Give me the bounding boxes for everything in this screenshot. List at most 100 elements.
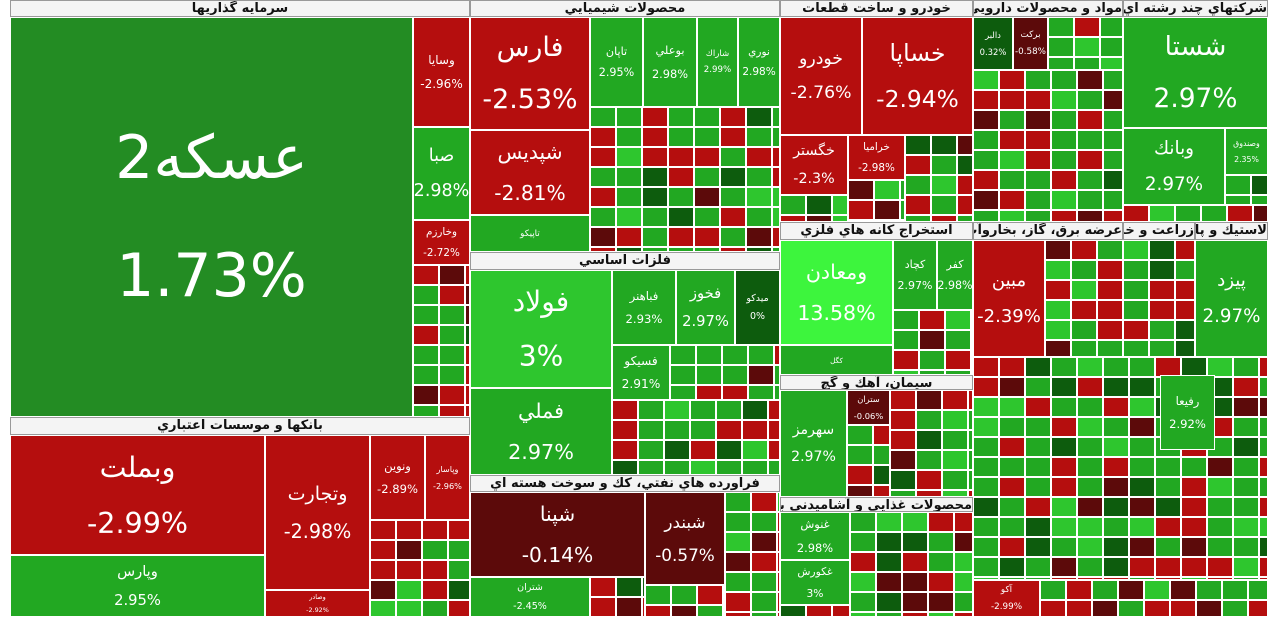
filler-cell bbox=[999, 190, 1025, 210]
filler-cell bbox=[973, 70, 999, 90]
filler-cell bbox=[668, 127, 694, 147]
filler-cell bbox=[694, 207, 720, 227]
filler-cell bbox=[725, 572, 751, 592]
stock-cell: مبين -2.39% bbox=[973, 240, 1045, 357]
filler-cell bbox=[1259, 477, 1268, 497]
filler-cell bbox=[999, 417, 1025, 437]
filler-cell bbox=[1103, 537, 1129, 557]
filler-cell bbox=[1118, 580, 1144, 600]
filler-cell bbox=[847, 485, 873, 497]
filler-cell bbox=[1103, 70, 1123, 90]
stock-change: 2.97% bbox=[682, 313, 729, 331]
filler-cell bbox=[612, 420, 638, 440]
stock-change: -0.58% bbox=[1015, 47, 1046, 57]
filler-cell bbox=[694, 167, 720, 187]
sector-title: سيمان، آهك و گچ bbox=[780, 375, 973, 390]
filler-cell bbox=[848, 200, 874, 220]
filler-cell bbox=[1227, 205, 1253, 222]
filler-cell bbox=[1100, 57, 1123, 70]
sector-title: لاستيك و پلاستيك bbox=[1195, 222, 1268, 240]
filler-cell bbox=[777, 512, 780, 532]
filler-cell bbox=[1048, 57, 1074, 70]
filler-cell bbox=[1077, 90, 1103, 110]
filler-cell bbox=[945, 350, 971, 370]
filler-cell bbox=[1051, 577, 1077, 580]
filler-cell bbox=[973, 210, 999, 222]
filler-cell bbox=[370, 560, 396, 580]
filler-cell bbox=[973, 150, 999, 170]
filler-cell bbox=[1233, 577, 1259, 580]
filler-cell bbox=[1077, 537, 1103, 557]
filler-cell bbox=[720, 127, 746, 147]
filler-cell bbox=[370, 540, 396, 560]
stock-name: ميدكو bbox=[746, 292, 769, 304]
filler-cell bbox=[1129, 437, 1155, 457]
stock-cell: دالبر 0.32% bbox=[973, 17, 1013, 70]
filler-cell bbox=[1149, 300, 1175, 320]
filler-cell bbox=[893, 350, 919, 370]
filler-cell bbox=[465, 345, 470, 365]
filler-cell bbox=[905, 135, 931, 155]
filler-cell bbox=[396, 600, 422, 617]
stock-name: وتجارت bbox=[287, 481, 348, 505]
filler-cell bbox=[1149, 260, 1175, 280]
filler-cell bbox=[413, 345, 439, 365]
stock-name: فسيكو bbox=[624, 353, 658, 368]
filler-cell bbox=[642, 227, 668, 247]
stock-cell: فولاد 3% bbox=[470, 270, 612, 388]
filler-cell bbox=[746, 247, 772, 252]
filler-cell bbox=[751, 492, 777, 512]
filler-cell bbox=[1051, 397, 1077, 417]
filler-cell bbox=[1025, 537, 1051, 557]
filler-cell bbox=[1259, 377, 1268, 397]
filler-cell bbox=[725, 532, 751, 552]
filler-cell bbox=[973, 417, 999, 437]
stock-name: ونوين bbox=[384, 458, 411, 473]
filler-cell bbox=[465, 305, 470, 325]
filler-cell bbox=[772, 187, 780, 207]
filler-cell bbox=[1175, 240, 1195, 260]
filler-cell bbox=[1175, 205, 1201, 222]
filler-cell bbox=[876, 592, 902, 612]
filler-cell bbox=[664, 460, 690, 475]
stock-change: -2.96% bbox=[433, 480, 462, 491]
filler-cell bbox=[973, 357, 999, 377]
filler-cell bbox=[832, 195, 848, 215]
filler-cell bbox=[957, 175, 973, 195]
filler-cell bbox=[590, 247, 616, 252]
filler-cell bbox=[616, 247, 642, 252]
filler-cell bbox=[874, 200, 900, 220]
stock-cell: شتران -2.45% bbox=[470, 577, 590, 617]
filler-cell bbox=[1103, 397, 1129, 417]
filler-cell bbox=[1144, 580, 1170, 600]
filler-cell bbox=[999, 170, 1025, 190]
filler-cell bbox=[1100, 37, 1123, 57]
filler-cell bbox=[696, 345, 722, 365]
filler-cell bbox=[1251, 175, 1268, 195]
filler-cell bbox=[722, 365, 748, 385]
filler-cell bbox=[671, 605, 697, 617]
filler-cell bbox=[890, 430, 916, 450]
filler-cell bbox=[1248, 580, 1268, 600]
filler-cell bbox=[1077, 477, 1103, 497]
filler-cell bbox=[1175, 300, 1195, 320]
filler-cell bbox=[748, 345, 774, 365]
filler-cell bbox=[720, 167, 746, 187]
filler-cell bbox=[1149, 320, 1175, 340]
filler-cell bbox=[931, 215, 957, 222]
stock-name: وپاسار bbox=[436, 464, 459, 475]
filler-cell bbox=[422, 520, 448, 540]
filler-cell bbox=[1103, 577, 1129, 580]
filler-cell bbox=[690, 440, 716, 460]
stock-name: شاراك bbox=[705, 48, 730, 59]
filler-cell bbox=[1025, 517, 1051, 537]
filler-cell bbox=[806, 195, 832, 215]
filler-cell bbox=[777, 532, 780, 552]
stock-change: 2.97% bbox=[1202, 305, 1261, 327]
stock-name: فخوز bbox=[689, 284, 722, 302]
filler-cell bbox=[902, 592, 928, 612]
filler-cell bbox=[1097, 300, 1123, 320]
filler-cell bbox=[616, 147, 642, 167]
filler-cell bbox=[742, 440, 768, 460]
filler-cell bbox=[1051, 130, 1077, 150]
